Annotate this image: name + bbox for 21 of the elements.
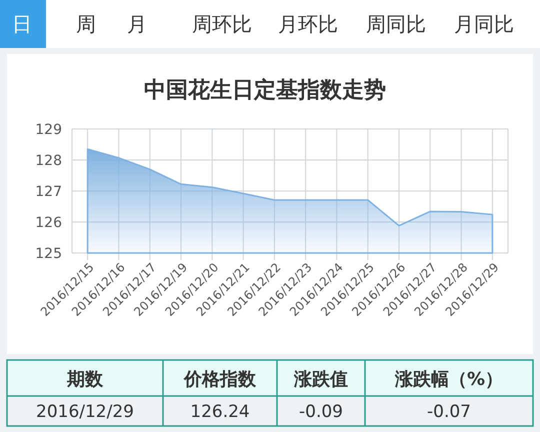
text: 126.24 <box>190 402 250 422</box>
text: 期数 <box>66 369 104 390</box>
text: 价格指数 <box>183 369 257 390</box>
text: 月环比 <box>278 12 338 36</box>
text: 2016/12/29 <box>36 402 134 422</box>
text: -0.07 <box>427 402 471 422</box>
text: 周环比 <box>192 12 252 36</box>
text: 涨跌幅（%） <box>394 369 504 390</box>
text: 周同比 <box>366 12 426 36</box>
y-tick-label: 129 <box>35 122 62 138</box>
y-tick-label: 127 <box>35 184 62 200</box>
y-tick-label: 128 <box>35 152 62 169</box>
text: 月 <box>127 12 147 36</box>
text: 月同比 <box>454 12 514 36</box>
text: 涨跌值 <box>293 369 348 390</box>
y-tick-label: 126 <box>35 214 62 231</box>
chart-title: 中国花生日定基指数走势 <box>144 77 386 103</box>
text: 日 <box>12 12 32 36</box>
y-tick-label: 125 <box>35 246 62 262</box>
text: -0.09 <box>299 402 343 422</box>
text: 周 <box>76 12 96 36</box>
